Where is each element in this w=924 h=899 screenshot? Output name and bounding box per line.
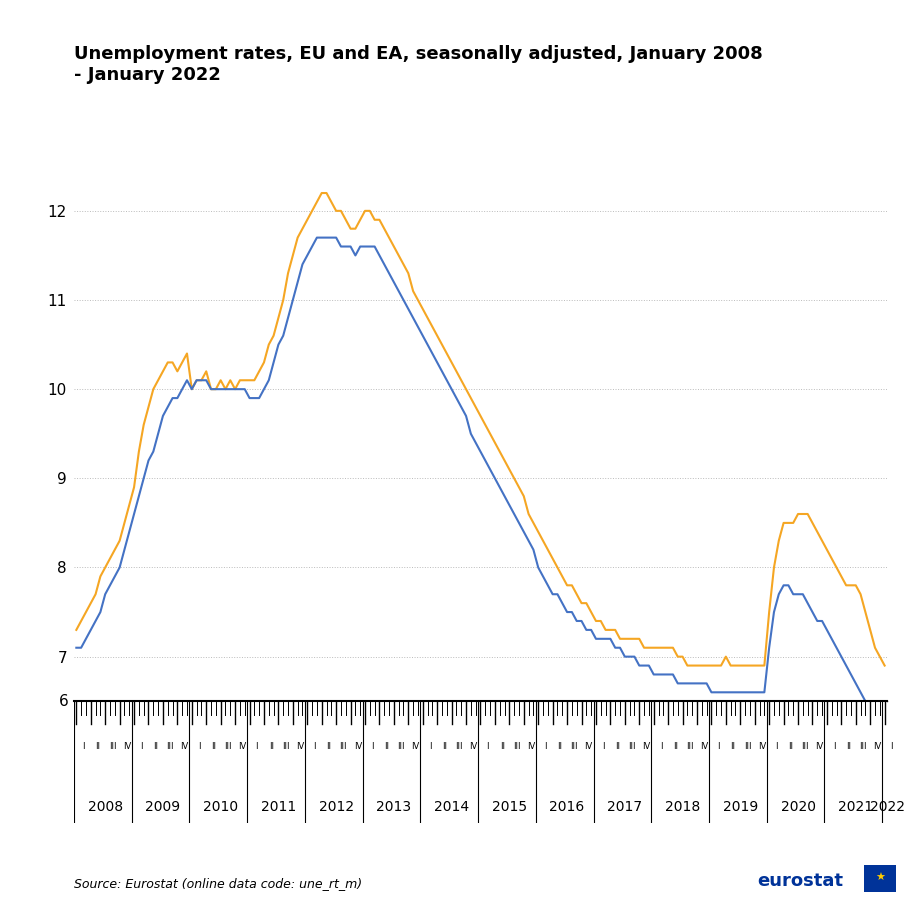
Text: III: III [686,742,694,751]
Text: 2020: 2020 [781,800,816,814]
Text: III: III [282,742,289,751]
Text: 2022: 2022 [869,800,905,814]
Text: II: II [500,742,505,751]
Text: 2017: 2017 [607,800,642,814]
Text: III: III [340,742,347,751]
Text: IV: IV [180,742,188,751]
Text: II: II [673,742,678,751]
Text: IV: IV [758,742,766,751]
Text: IV: IV [354,742,362,751]
Text: ★: ★ [875,873,885,884]
Text: II: II [442,742,447,751]
Text: I: I [198,742,201,751]
Text: 2021: 2021 [838,800,873,814]
Text: I: I [429,742,432,751]
Text: 2015: 2015 [492,800,527,814]
Text: III: III [456,742,463,751]
Text: IV: IV [123,742,131,751]
Text: 2010: 2010 [203,800,238,814]
Text: 2011: 2011 [261,800,296,814]
Text: IV: IV [873,742,881,751]
Text: II: II [153,742,158,751]
Text: II: II [384,742,389,751]
Text: II: II [326,742,332,751]
Text: II: II [269,742,274,751]
Text: I: I [833,742,835,751]
Text: 2018: 2018 [665,800,700,814]
Text: III: III [513,742,520,751]
Text: I: I [602,742,604,751]
Text: I: I [775,742,778,751]
Text: Source: Eurostat (online data code: une_rt_m): Source: Eurostat (online data code: une_… [74,877,362,890]
Text: IV: IV [585,742,593,751]
Text: III: III [801,742,809,751]
Text: III: III [628,742,636,751]
Text: eurostat: eurostat [758,872,844,890]
Text: III: III [109,742,116,751]
Text: II: II [95,742,101,751]
Text: IV: IV [527,742,535,751]
Text: I: I [544,742,547,751]
Text: IV: IV [411,742,419,751]
Text: I: I [717,742,720,751]
Text: 2013: 2013 [376,800,411,814]
Text: II: II [211,742,216,751]
Text: III: III [570,742,578,751]
Text: 6: 6 [59,694,69,708]
Text: I: I [660,742,663,751]
Text: 2009: 2009 [145,800,180,814]
Text: I: I [140,742,142,751]
Text: I: I [313,742,316,751]
Text: I: I [891,742,894,751]
Text: 2019: 2019 [723,800,758,814]
Text: IV: IV [238,742,247,751]
Text: III: III [859,742,867,751]
Text: 2012: 2012 [319,800,354,814]
Text: 2008: 2008 [88,800,123,814]
Text: II: II [615,742,620,751]
Text: I: I [371,742,373,751]
Text: II: II [731,742,736,751]
Text: II: II [557,742,563,751]
Text: 2014: 2014 [434,800,469,814]
Text: IV: IV [642,742,650,751]
Text: Unemployment rates, EU and EA, seasonally adjusted, January 2008
- January 2022: Unemployment rates, EU and EA, seasonall… [74,45,762,84]
Text: IV: IV [469,742,478,751]
Text: I: I [256,742,258,751]
Text: I: I [486,742,489,751]
Text: III: III [397,742,405,751]
Text: 2016: 2016 [550,800,585,814]
Text: III: III [166,742,174,751]
Text: II: II [788,742,794,751]
Text: III: III [225,742,232,751]
Text: III: III [744,742,751,751]
Text: IV: IV [296,742,304,751]
Text: IV: IV [816,742,824,751]
Text: II: II [846,742,851,751]
Text: IV: IV [700,742,709,751]
Text: I: I [82,742,85,751]
